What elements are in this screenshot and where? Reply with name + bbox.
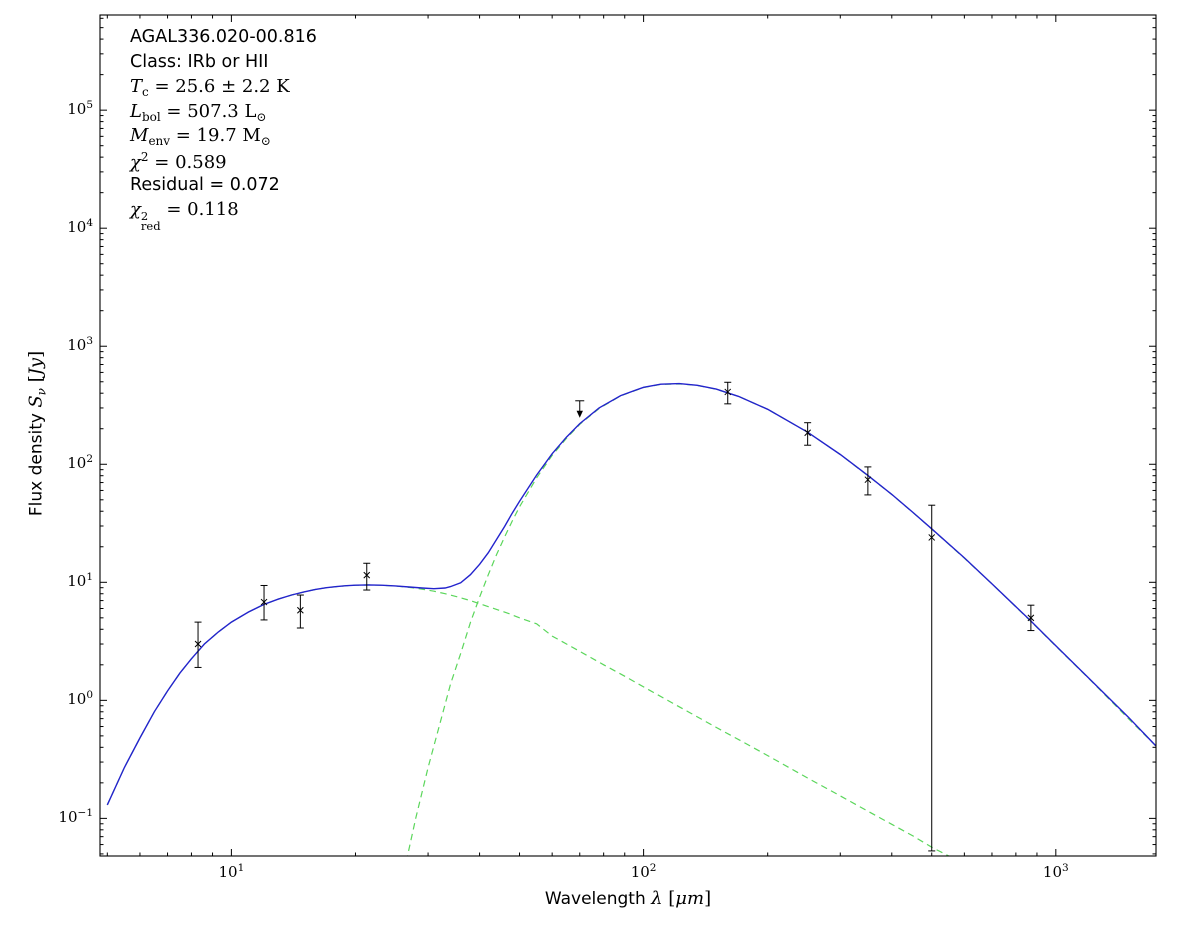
text-segment: env (148, 134, 171, 149)
text-segment: T (130, 76, 143, 98)
text-segment: ν (34, 387, 49, 395)
text-segment: S (25, 394, 47, 408)
data-point (363, 562, 371, 591)
data-point (804, 422, 812, 446)
data-point (864, 466, 872, 496)
text-segment: ⊙ (260, 134, 271, 149)
text-segment: M (130, 125, 149, 147)
sup-sub-stack: 2 red (140, 209, 161, 234)
text-segment: bol (141, 109, 161, 124)
series-warm-component (106, 584, 951, 856)
text-segment: ] (25, 350, 47, 358)
text-segment: Class: IRb or HII (130, 51, 269, 72)
text-segment: AGAL336.020-00.816 (130, 27, 317, 47)
data-point (296, 594, 304, 629)
text-segment: Flux density (26, 407, 47, 516)
annotation-line: Class: IRb or HII (130, 52, 317, 77)
text-segment: = 19.7 M (170, 125, 261, 147)
text-segment: = 507.3 L (160, 100, 257, 122)
text-segment: = 25.6 ± 2.2 K (148, 76, 290, 98)
text-segment: ⊙ (256, 109, 267, 124)
text-segment: χ (130, 199, 141, 221)
annotation-line: Tc = 25.6 ± 2.2 K (130, 76, 317, 101)
text-segment: c (142, 85, 149, 100)
text-segment: 2 (140, 149, 149, 164)
series-cold-component (406, 383, 1156, 856)
text-segment: Wavelength (544, 889, 652, 909)
text-segment: λ (651, 888, 663, 909)
axis-ticks (100, 15, 1156, 856)
annotation-block: AGAL336.020-00.816 Class: IRb or HII Tc = … (130, 27, 317, 232)
data-point (194, 621, 202, 668)
data-point (724, 381, 732, 405)
axes-frame (99, 14, 1157, 857)
annotation-line: Menv = 19.7 M⊙ (130, 125, 317, 150)
text-segment: = 0.118 (160, 199, 239, 221)
annotation-line: χ 2 red = 0.118 (130, 199, 317, 232)
text-segment: Residual = 0.072 (130, 174, 280, 195)
y-axis-label: Flux density Sν [Jy] (26, 183, 49, 683)
annotation-line: Residual = 0.072 (130, 175, 317, 200)
data-point (260, 584, 268, 621)
text-segment: Jy (25, 357, 47, 375)
text-segment: μm (675, 888, 705, 909)
x-axis-label: Wavelength λ [μm] (378, 888, 878, 909)
plot-area (106, 381, 1156, 856)
text-segment: = 0.589 (148, 151, 227, 173)
data-point (928, 504, 936, 852)
text-segment: χ (130, 151, 141, 173)
data-point (575, 400, 585, 418)
text-segment: [ (25, 374, 47, 388)
text-segment: L (130, 100, 142, 122)
text-segment: [ (662, 888, 676, 909)
annotation-line: χ2 = 0.589 (130, 150, 317, 175)
series-total-model (106, 382, 1156, 806)
data-point (1027, 604, 1035, 632)
text-segment: ] (704, 888, 712, 909)
annotation-line: Lbol = 507.3 L⊙ (130, 101, 317, 126)
annotation-line: AGAL336.020-00.816 (130, 27, 317, 52)
